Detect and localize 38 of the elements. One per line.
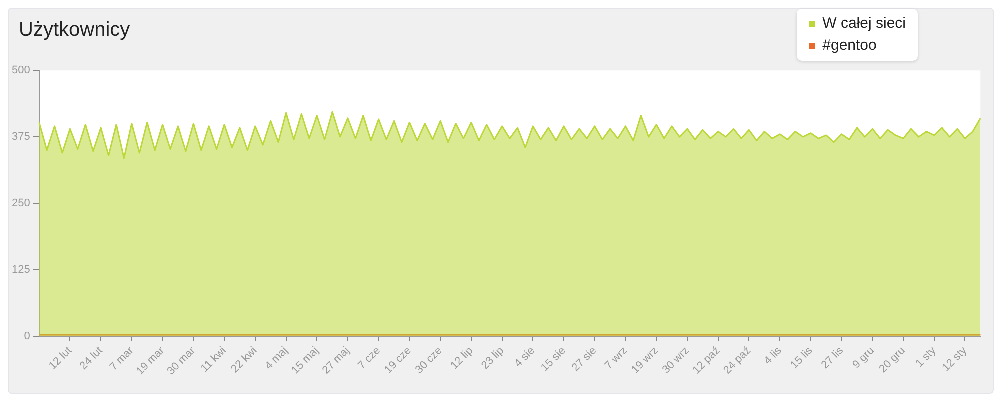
x-tick-label: 22 kwi: [229, 344, 260, 376]
y-tick-label: 500: [12, 64, 30, 77]
x-tick-label: 15 sie: [539, 344, 568, 374]
x-tick-label: 24 paź: [722, 344, 754, 377]
legend-label: #gentoo: [822, 36, 877, 56]
x-tick-label: 15 lis: [788, 344, 816, 372]
x-tick-label: 7 mar: [108, 344, 136, 374]
x-tick-label: 24 lut: [78, 344, 106, 372]
x-tick-label: 30 mar: [165, 344, 198, 378]
x-tick-label: 19 wrz: [629, 344, 661, 376]
x-tick-label: 19 cze: [382, 344, 414, 376]
x-tick-label: 7 wrz: [602, 344, 630, 372]
x-tick-label: 12 paź: [690, 344, 723, 377]
x-tick-label: 27 maj: [320, 344, 352, 377]
y-tick-label: 250: [12, 198, 30, 210]
x-tick-label: 7 cze: [356, 344, 384, 372]
x-tick-label: 27 lis: [819, 344, 846, 372]
y-tick-label: 375: [12, 131, 30, 144]
x-tick-label: 12 lip: [448, 344, 476, 372]
y-tick-label: 125: [12, 264, 30, 276]
x-tick-label: 4 maj: [263, 344, 291, 372]
x-tick-label: 4 lis: [762, 344, 785, 368]
y-tick-label: 0: [24, 330, 30, 342]
x-tick-label: 30 wrz: [660, 344, 692, 376]
x-tick-label: 12 lut: [46, 344, 74, 372]
x-tick-label: 27 sie: [570, 344, 600, 374]
legend-label: W całej sieci: [822, 14, 906, 34]
x-tick-label: 4 sie: [512, 344, 538, 370]
x-tick-label: 20 gru: [877, 344, 908, 376]
chart-title: Użytkownicy: [19, 19, 130, 42]
x-tick-label: 12 sty: [940, 344, 970, 374]
x-tick-label: 1 sty: [914, 344, 939, 370]
x-tick-label: 23 lip: [479, 344, 507, 372]
x-tick-label: 19 mar: [134, 344, 168, 378]
x-tick-label: 9 gru: [850, 344, 877, 372]
x-tick-label: 30 cze: [413, 344, 445, 376]
x-tick-label: 15 maj: [290, 344, 322, 377]
x-tick-label: 11 kwi: [198, 344, 229, 375]
